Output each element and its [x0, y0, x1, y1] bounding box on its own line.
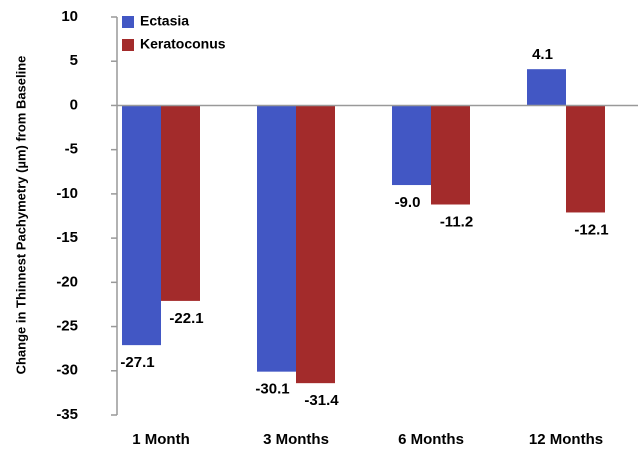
- bar: [566, 105, 605, 213]
- bar: [161, 105, 200, 301]
- y-tick-label: -15: [56, 229, 78, 246]
- data-label: -27.1: [120, 354, 154, 371]
- bar: [257, 105, 296, 372]
- bar: [527, 69, 566, 106]
- data-label: 4.1: [532, 46, 553, 63]
- x-tick-label: 12 Months: [529, 431, 603, 448]
- bar: [392, 105, 431, 186]
- bar: [296, 105, 335, 384]
- legend-label: Ectasia: [140, 13, 189, 29]
- data-label: -9.0: [395, 194, 421, 211]
- y-tick-label: 10: [61, 8, 78, 25]
- data-label: -30.1: [255, 381, 289, 398]
- bar: [122, 105, 161, 346]
- legend-label: Keratoconus: [140, 36, 226, 52]
- legend-swatch: [122, 16, 134, 28]
- y-tick-label: 5: [70, 52, 78, 69]
- y-tick-label: -10: [56, 185, 78, 202]
- bar: [431, 105, 470, 205]
- data-label: -22.1: [169, 310, 203, 327]
- legend-swatch: [122, 39, 134, 51]
- y-tick-label: -30: [56, 362, 78, 379]
- x-tick-label: 1 Month: [132, 431, 190, 448]
- y-tick-label: 0: [70, 96, 78, 113]
- y-tick-label: -25: [56, 318, 78, 335]
- x-tick-label: 3 Months: [263, 431, 329, 448]
- x-tick-label: 6 Months: [398, 431, 464, 448]
- data-label: -31.4: [304, 392, 339, 409]
- y-tick-label: -20: [56, 273, 78, 290]
- y-axis-title: Change in Thinnest Pachymetry (µm) from …: [13, 56, 28, 375]
- y-tick-label: -35: [56, 406, 78, 423]
- data-label: -11.2: [440, 213, 473, 230]
- data-label: -12.1: [574, 221, 608, 238]
- y-tick-label: -5: [65, 141, 78, 158]
